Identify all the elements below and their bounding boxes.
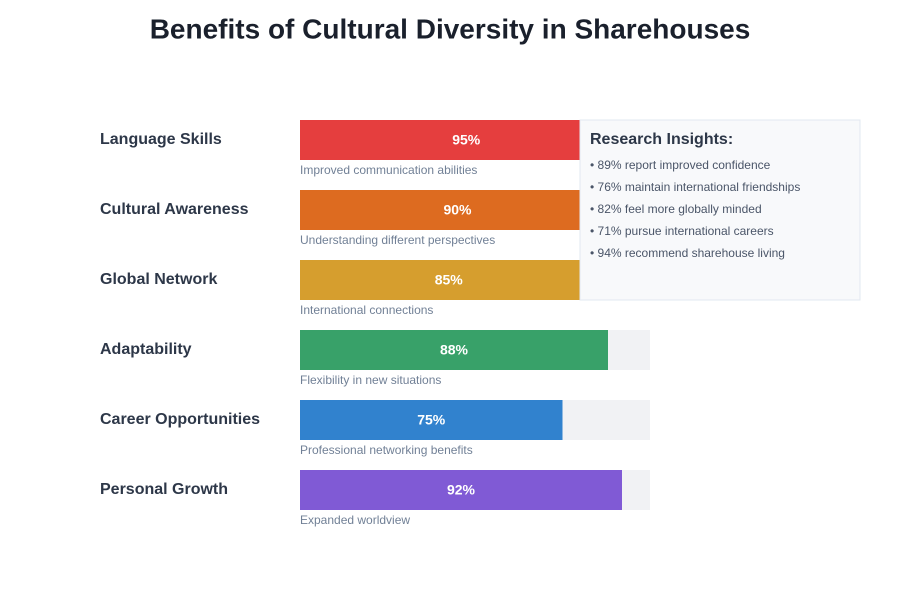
category-label: Global Network <box>100 271 217 288</box>
insight-item: • 82% feel more globally minded <box>590 202 762 216</box>
value-label: 92% <box>447 482 476 498</box>
bar-description: International connections <box>300 303 433 317</box>
bar-description: Improved communication abilities <box>300 163 477 177</box>
bar <box>300 400 563 440</box>
bar <box>300 120 633 160</box>
insight-item: • 89% report improved confidence <box>590 158 771 172</box>
insight-item: • 76% maintain international friendships <box>590 180 800 194</box>
category-label: Career Opportunities <box>100 411 260 428</box>
category-label: Language Skills <box>100 131 222 148</box>
value-label: 75% <box>417 412 446 428</box>
bar-description: Professional networking benefits <box>300 443 473 457</box>
value-label: 90% <box>443 202 472 218</box>
chart-title: Benefits of Cultural Diversity in Shareh… <box>150 13 751 44</box>
bar-description: Understanding different perspectives <box>300 233 495 247</box>
value-label: 95% <box>452 132 481 148</box>
bar <box>300 330 608 370</box>
category-label: Personal Growth <box>100 481 228 498</box>
bar <box>300 260 598 300</box>
value-label: 88% <box>440 342 469 358</box>
bar <box>300 190 615 230</box>
category-label: Adaptability <box>100 341 192 358</box>
bar <box>300 470 622 510</box>
category-label: Cultural Awareness <box>100 201 249 218</box>
insight-item: • 71% pursue international careers <box>590 224 774 238</box>
bar-description: Flexibility in new situations <box>300 373 441 387</box>
value-label: 85% <box>435 272 464 288</box>
insights-title: Research Insights: <box>590 131 733 148</box>
bar-description: Expanded worldview <box>300 513 410 527</box>
insights-box <box>579 119 861 301</box>
insight-item: • 94% recommend sharehouse living <box>590 246 785 260</box>
